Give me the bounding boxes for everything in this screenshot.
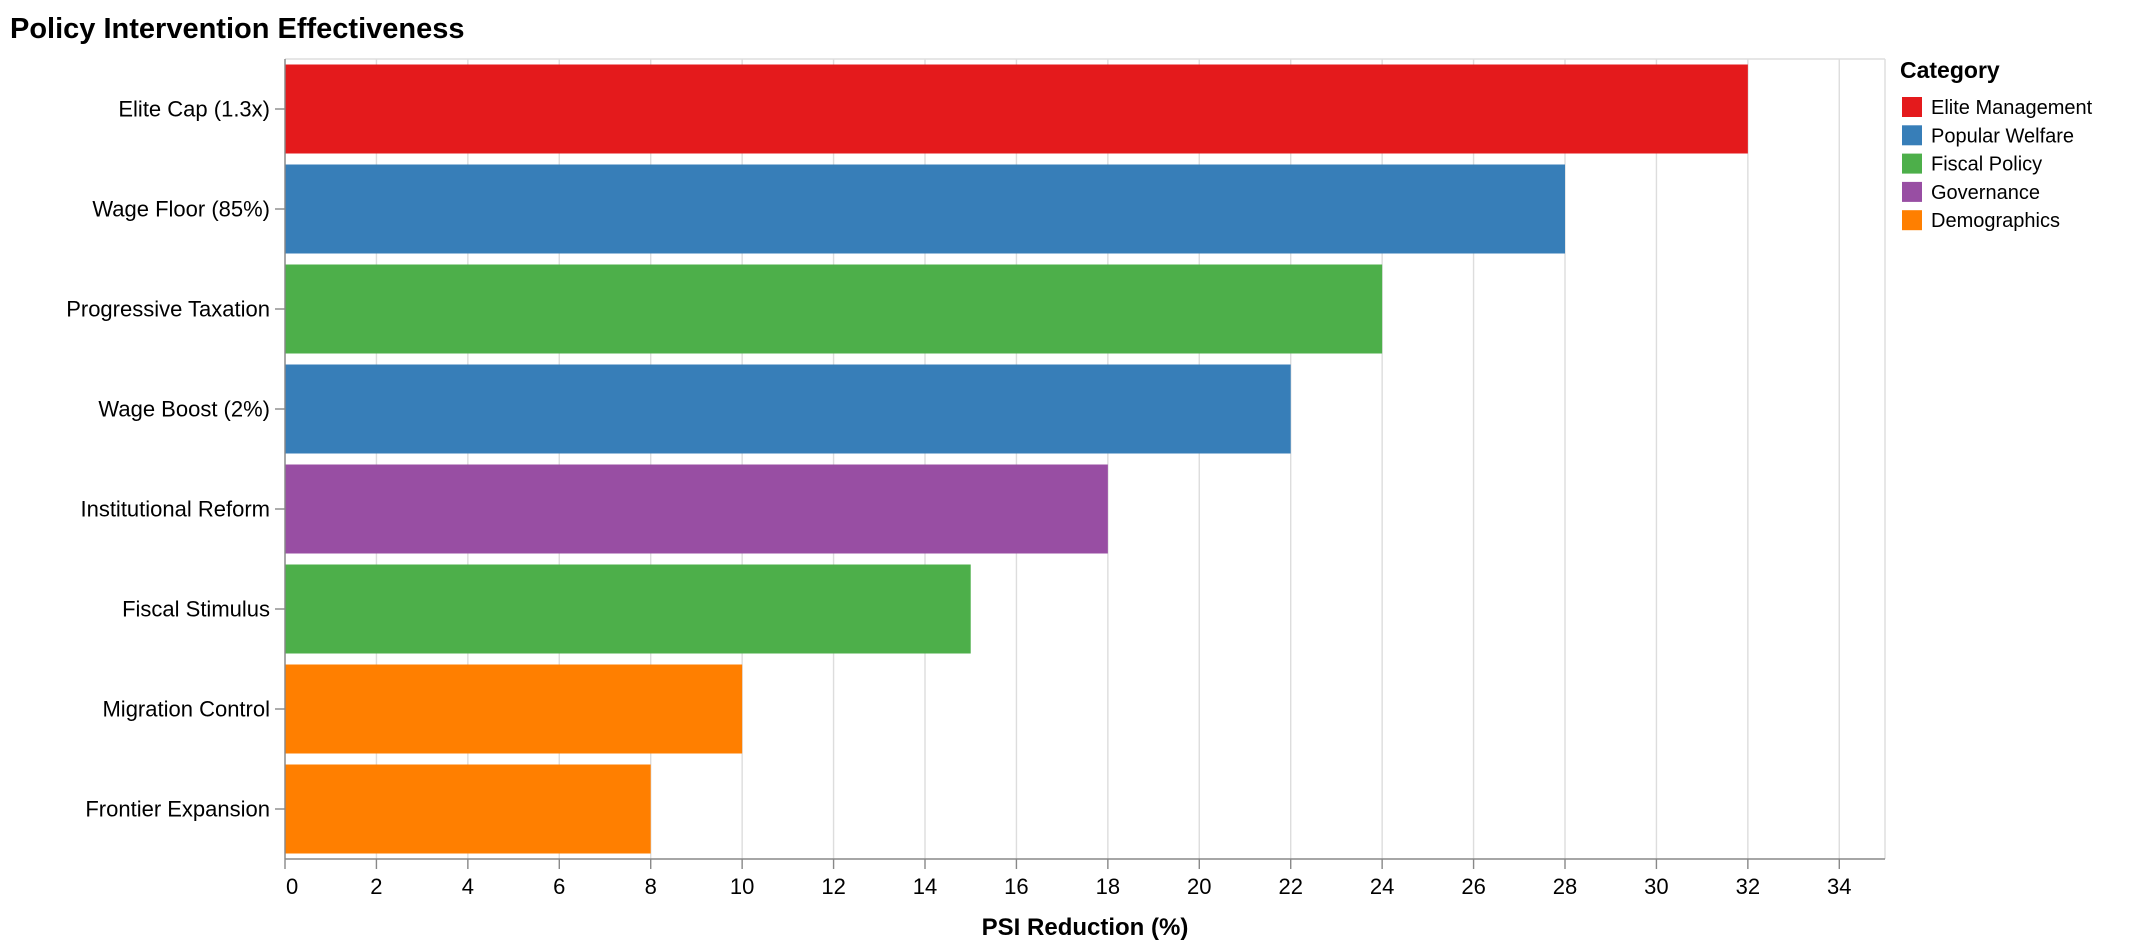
x-tick-label: 10	[730, 874, 754, 899]
x-tick-label: 12	[821, 874, 845, 899]
x-tick-label: 26	[1461, 874, 1485, 899]
x-tick-label: 8	[645, 874, 657, 899]
y-tick-label: Wage Boost (2%)	[98, 397, 270, 422]
y-tick-label: Fiscal Stimulus	[122, 597, 270, 622]
y-tick-label: Progressive Taxation	[66, 297, 270, 322]
x-tick-label: 22	[1278, 874, 1302, 899]
legend-swatch	[1902, 153, 1922, 174]
legend-title: Category	[1900, 57, 2000, 83]
legend-swatch	[1902, 181, 1922, 202]
legend-label: Demographics	[1931, 210, 2060, 232]
bar	[285, 164, 1565, 254]
legend-label: Fiscal Policy	[1931, 154, 2042, 176]
y-tick-label: Wage Floor (85%)	[92, 197, 270, 222]
x-tick-label: 28	[1553, 874, 1577, 899]
bar	[285, 64, 1748, 154]
bar	[285, 664, 743, 754]
x-tick-label: 2	[370, 874, 382, 899]
x-tick-label: 34	[1827, 874, 1851, 899]
legend-label: Popular Welfare	[1931, 125, 2074, 147]
legend-label: Governance	[1931, 182, 2040, 204]
bar	[285, 364, 1291, 454]
x-tick-label: 0	[286, 874, 298, 899]
legend-label: Elite Management	[1931, 97, 2093, 119]
x-axis-title: PSI Reduction (%)	[982, 914, 1189, 941]
x-axis: 0 2 4 6 8 10 12 14 16 18 20 22 24 26 28 30 32 34	[284, 858, 1885, 899]
x-tick-label: 32	[1736, 874, 1760, 899]
y-axis: Elite Cap (1.3x) Wage Floor (85%) Progress…	[66, 59, 286, 859]
bar	[285, 264, 1383, 354]
x-tick-label: 20	[1187, 874, 1211, 899]
bar	[285, 564, 971, 654]
x-tick-label: 30	[1644, 874, 1668, 899]
x-tick-label: 24	[1370, 874, 1394, 899]
legend-swatch	[1902, 97, 1922, 117]
chart-title: Policy Intervention Effectiveness	[10, 13, 464, 45]
y-tick-label: Institutional Reform	[80, 497, 270, 522]
bar	[285, 764, 651, 854]
x-tick-label: 18	[1096, 874, 1120, 899]
x-tick-label: 16	[1004, 874, 1028, 899]
x-tick-label: 4	[462, 874, 474, 899]
legend: Category Elite Management Popular Welfare…	[1900, 57, 2093, 232]
y-tick-label: Elite Cap (1.3x)	[118, 97, 270, 122]
bar	[285, 464, 1108, 554]
x-tick-label: 6	[553, 874, 565, 899]
y-tick-label: Frontier Expansion	[85, 797, 270, 822]
x-tick-label: 14	[913, 874, 937, 899]
legend-swatch	[1902, 125, 1922, 146]
y-tick-label: Migration Control	[102, 697, 270, 722]
legend-swatch	[1902, 210, 1922, 231]
bars	[285, 64, 1748, 854]
